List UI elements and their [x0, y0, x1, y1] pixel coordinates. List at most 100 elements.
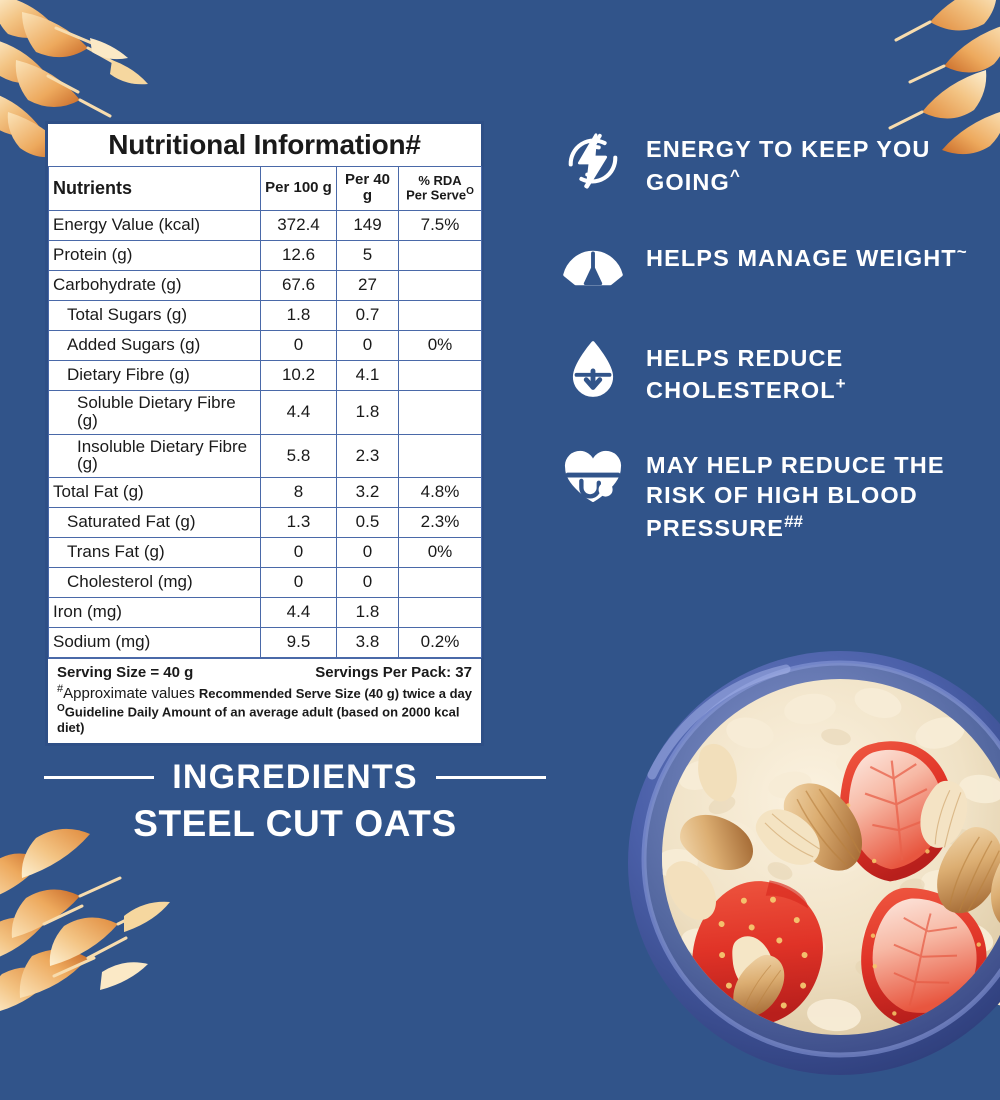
nutrient-name-cell: Carbohydrate (g)	[48, 269, 261, 301]
benefit-label: HELPS REDUCE CHOLESTEROL	[646, 344, 844, 404]
table-header-row: Nutrients Per 100 g Per 40 g % RDA Per S…	[48, 166, 482, 211]
nutrient-per-100g-cell: 0	[260, 537, 337, 569]
servings-per-pack-text: Servings Per Pack: 37	[315, 664, 472, 682]
nutrient-name-cell: Saturated Fat (g)	[48, 507, 261, 539]
nutrient-name-cell: Energy Value (kcal)	[48, 209, 261, 241]
cholesterol-droplet-icon	[562, 339, 624, 401]
approximate-values-note: #Approximate values	[57, 683, 195, 702]
nutrient-name-cell: Trans Fat (g)	[48, 537, 261, 569]
nutrient-per-100g-cell: 67.6	[260, 269, 337, 301]
table-row: Trans Fat (g) 0 0 0%	[48, 537, 482, 569]
benefit-text: HELPS REDUCE CHOLESTEROL+	[646, 337, 982, 406]
column-header-per-40g: Per 40 g	[336, 166, 399, 211]
nutrient-rda-cell: 0%	[398, 329, 482, 361]
nutrient-rda-cell	[398, 269, 482, 301]
ingredients-rule-right	[435, 776, 546, 779]
benefit-superscript: +	[835, 374, 846, 394]
table-row: Protein (g) 12.6 5	[48, 239, 482, 271]
nutrient-per-40g-cell: 5	[336, 239, 399, 271]
benefit-item: HELPS MANAGE WEIGHT~	[562, 235, 982, 299]
benefit-text: HELPS MANAGE WEIGHT~	[646, 235, 967, 273]
oat-sprig-bottom-left	[0, 820, 184, 1020]
nutrient-per-40g-cell: 0.7	[336, 299, 399, 331]
nutrient-per-100g-cell: 12.6	[260, 239, 337, 271]
nutrient-per-40g-cell: 0.5	[336, 507, 399, 539]
benefit-text: ENERGY TO KEEP YOU GOING^	[646, 128, 982, 197]
nutrient-per-100g-cell: 1.3	[260, 507, 337, 539]
gda-note: OGuideline Daily Amount of an average ad…	[57, 703, 472, 734]
nutrient-per-100g-cell: 372.4	[260, 209, 337, 241]
nutrient-name-cell: Total Fat (g)	[48, 477, 261, 509]
nutrient-per-100g-cell: 1.8	[260, 299, 337, 331]
nutrient-name-cell: Sodium (mg)	[48, 627, 261, 659]
nutrient-per-100g-cell: 10.2	[260, 359, 337, 391]
table-row: Total Fat (g) 8 3.2 4.8%	[48, 477, 482, 509]
nutrient-per-40g-cell: 0	[336, 537, 399, 569]
nutrient-name-cell: Protein (g)	[48, 239, 261, 271]
column-header-per-100g: Per 100 g	[260, 166, 337, 211]
table-row: Energy Value (kcal) 372.4 149 7.5%	[48, 209, 482, 241]
nutrient-rda-cell: 0.2%	[398, 627, 482, 659]
nutrient-per-100g-cell: 0	[260, 329, 337, 361]
gda-label: Guideline Daily Amount of an average adu…	[57, 704, 460, 735]
table-row: Iron (mg) 4.4 1.8	[48, 597, 482, 629]
nutrient-per-40g-cell: 1.8	[336, 389, 399, 435]
nutrient-per-100g-cell: 5.8	[260, 433, 337, 479]
benefit-label: MAY HELP REDUCE THE RISK OF HIGH BLOOD P…	[646, 451, 945, 541]
nutrition-table: Nutrients Per 100 g Per 40 g % RDA Per S…	[48, 166, 482, 659]
nutrition-footnotes: Serving Size = 40 g Servings Per Pack: 3…	[48, 658, 481, 742]
nutrient-per-100g-cell: 9.5	[260, 627, 337, 659]
nutrient-per-40g-cell: 2.3	[336, 433, 399, 479]
nutrient-per-40g-cell: 4.1	[336, 359, 399, 391]
nutrient-rda-cell: 2.3%	[398, 507, 482, 539]
nutrient-name-cell: Insoluble Dietary Fibre (g)	[48, 433, 261, 479]
benefit-superscript: ##	[784, 511, 804, 531]
nutrient-rda-cell	[398, 359, 482, 391]
nutrient-per-100g-cell: 8	[260, 477, 337, 509]
nutrient-per-100g-cell: 4.4	[260, 597, 337, 629]
ingredients-body: STEEL CUT OATS	[133, 803, 457, 844]
health-benefits-list: ENERGY TO KEEP YOU GOING^ HELPS MANAGE WE…	[562, 128, 982, 581]
nutrient-rda-cell: 7.5%	[398, 209, 482, 241]
nutrient-name-cell: Added Sugars (g)	[48, 329, 261, 361]
table-row: Added Sugars (g) 0 0 0%	[48, 329, 482, 361]
table-row: Cholesterol (mg) 0 0	[48, 567, 482, 599]
nutrient-per-40g-cell: 149	[336, 209, 399, 241]
nutrient-per-40g-cell: 3.2	[336, 477, 399, 509]
nutrient-per-40g-cell: 3.8	[336, 627, 399, 659]
table-row: Dietary Fibre (g) 10.2 4.1	[48, 359, 482, 391]
nutrient-per-100g-cell: 4.4	[260, 389, 337, 435]
table-row: Soluble Dietary Fibre (g) 4.4 1.8	[48, 389, 482, 435]
ingredients-section: INGREDIENTS STEEL CUT OATS	[0, 758, 590, 845]
nutrient-rda-cell	[398, 239, 482, 271]
benefit-text: MAY HELP REDUCE THE RISK OF HIGH BLOOD P…	[646, 444, 982, 543]
ingredients-rule-left	[44, 776, 155, 779]
benefit-item: ENERGY TO KEEP YOU GOING^	[562, 128, 982, 197]
nutrient-name-cell: Iron (mg)	[48, 597, 261, 629]
table-row: Saturated Fat (g) 1.3 0.5 2.3%	[48, 507, 482, 539]
heart-stethoscope-icon	[562, 446, 624, 508]
nutrient-name-cell: Total Sugars (g)	[48, 299, 261, 331]
table-row: Insoluble Dietary Fibre (g) 5.8 2.3	[48, 433, 482, 479]
table-row: Sodium (mg) 9.5 3.8 0.2%	[48, 627, 482, 659]
nutrition-information-card: Nutritional Information# Nutrients Per 1…	[45, 121, 484, 746]
benefit-label: HELPS MANAGE WEIGHT	[646, 244, 957, 271]
table-row: Carbohydrate (g) 67.6 27	[48, 269, 482, 301]
nutrient-per-100g-cell: 0	[260, 567, 337, 599]
gda-superscript: O	[57, 703, 65, 715]
nutrient-rda-cell: 4.8%	[398, 477, 482, 509]
recommended-serve-note: Recommended Serve Size (40 g) twice a da…	[198, 686, 472, 702]
nutrient-rda-cell	[398, 567, 482, 599]
rda-line-2: Per Serve	[406, 187, 467, 203]
nutrient-per-40g-cell: 1.8	[336, 597, 399, 629]
oat-sprig-bottom-right	[868, 840, 1000, 1010]
energy-bolt-icon	[562, 130, 624, 192]
nutrient-per-40g-cell: 0	[336, 567, 399, 599]
serving-size-text: Serving Size = 40 g	[57, 664, 194, 682]
table-row: Total Sugars (g) 1.8 0.7	[48, 299, 482, 331]
oatmeal-bowl-image	[590, 625, 1000, 1095]
benefit-superscript: ^	[729, 165, 740, 185]
nutrient-rda-cell	[398, 433, 482, 479]
benefit-item: HELPS REDUCE CHOLESTEROL+	[562, 337, 982, 406]
nutrient-name-cell: Soluble Dietary Fibre (g)	[48, 389, 261, 435]
